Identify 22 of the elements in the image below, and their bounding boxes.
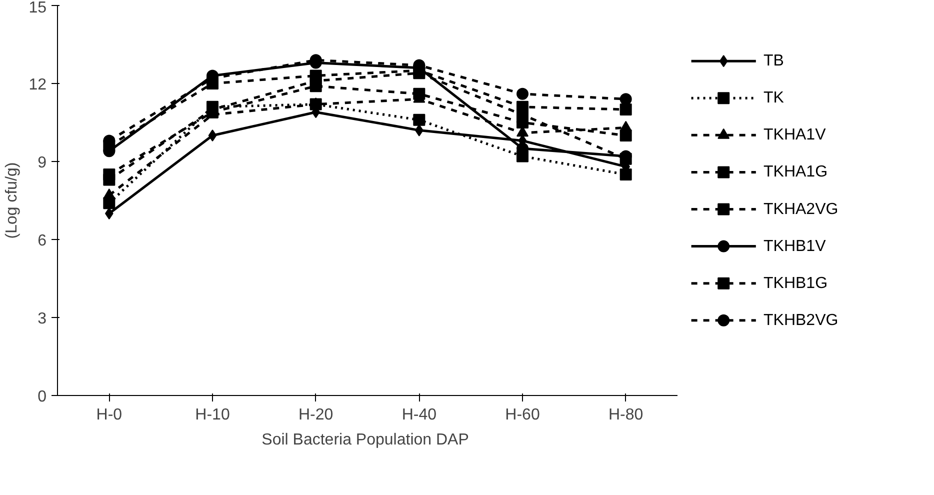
- legend-label: TB: [764, 52, 784, 70]
- y-tick-label: 12: [28, 76, 47, 94]
- x-tick-label: H-10: [195, 406, 230, 424]
- y-axis-title: (Log cfu/g): [4, 162, 21, 239]
- legend-label: TKHA2VG: [764, 200, 838, 218]
- y-tick-label: 0: [38, 388, 47, 406]
- legend-label: TKHB1V: [764, 238, 826, 255]
- legend-label: TKHB1G: [764, 274, 828, 292]
- y-tick-label: 9: [38, 154, 47, 172]
- y-tick-label: 6: [38, 232, 47, 250]
- legend-label: TKHA1V: [764, 126, 826, 144]
- x-tick-label: H-0: [96, 406, 122, 424]
- x-tick-label: H-40: [402, 406, 437, 424]
- legend-label: TKHA1G: [764, 164, 828, 181]
- legend-label: TK: [764, 90, 784, 107]
- x-tick-label: H-20: [298, 406, 334, 424]
- x-tick-label: H-60: [505, 406, 540, 424]
- y-tick-label: 3: [38, 310, 47, 328]
- y-tick-label: 15: [28, 0, 47, 16]
- x-axis-title: Soil Bacteria Population DAP: [262, 432, 469, 448]
- x-tick-label: H-80: [608, 406, 644, 424]
- legend-label: TKHB2VG: [764, 312, 838, 329]
